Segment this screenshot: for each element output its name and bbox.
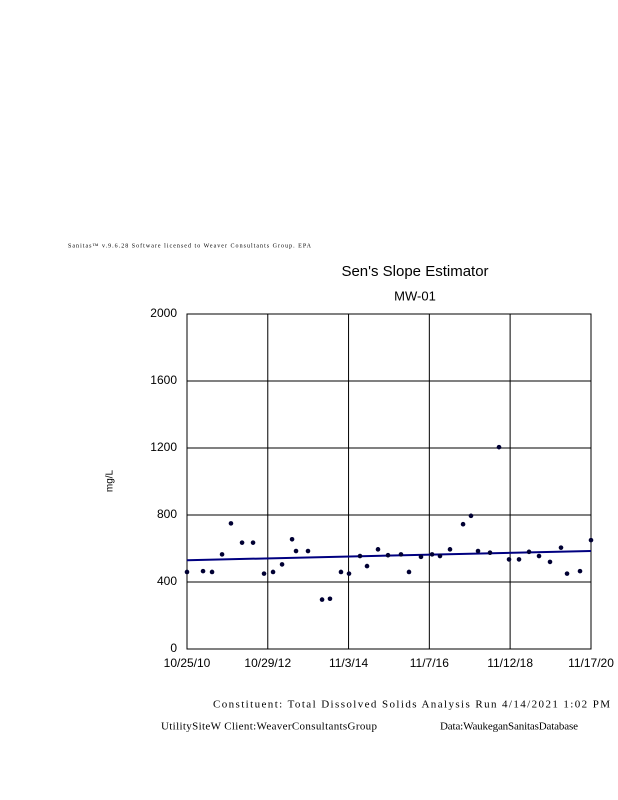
data-point bbox=[418, 554, 424, 560]
chart-title: Sen's Slope Estimator bbox=[341, 263, 488, 280]
data-point bbox=[261, 571, 267, 576]
data-point bbox=[437, 553, 443, 559]
data-point bbox=[200, 568, 206, 574]
data-point bbox=[406, 569, 412, 575]
data-point bbox=[338, 569, 344, 575]
data-point bbox=[219, 552, 225, 557]
data-point bbox=[468, 513, 474, 519]
data-point bbox=[547, 559, 553, 565]
y-tick-label: 800 bbox=[157, 507, 177, 521]
x-tick-label: 11/7/16 bbox=[410, 656, 449, 670]
x-tick-label: 11/17/20 bbox=[568, 656, 614, 670]
data-point bbox=[475, 548, 481, 554]
data-point bbox=[346, 571, 352, 576]
data-point bbox=[250, 540, 256, 545]
data-point bbox=[429, 552, 435, 557]
data-point bbox=[289, 536, 295, 542]
data-point bbox=[447, 547, 453, 552]
data-point bbox=[588, 537, 594, 543]
data-point bbox=[487, 550, 493, 555]
data-point bbox=[506, 557, 512, 562]
data-point bbox=[398, 552, 404, 557]
y-tick-label: 2000 bbox=[150, 306, 177, 320]
header-note: Sanitas™ v.9.6.28 Software licensed to W… bbox=[68, 242, 312, 249]
data-point bbox=[375, 547, 381, 552]
data-point bbox=[319, 597, 325, 602]
y-tick-label: 0 bbox=[170, 641, 177, 655]
y-tick-label: 1600 bbox=[150, 373, 177, 387]
footer-line: Constituent: Total Dissolved Solids Anal… bbox=[213, 699, 610, 711]
data-point bbox=[460, 521, 466, 527]
data-point bbox=[558, 545, 564, 550]
data-point bbox=[536, 553, 542, 559]
data-point bbox=[279, 562, 285, 567]
y-axis-label: mg/L bbox=[105, 469, 116, 492]
data-point bbox=[526, 549, 532, 555]
data-point bbox=[184, 569, 190, 575]
data-point bbox=[385, 552, 391, 558]
y-tick-label: 400 bbox=[157, 574, 177, 588]
data-point bbox=[228, 521, 234, 526]
x-tick-label: 10/25/10 bbox=[164, 656, 211, 670]
y-tick-label: 1200 bbox=[150, 440, 177, 454]
plot-frame bbox=[186, 313, 592, 650]
x-tick-label: 10/29/12 bbox=[244, 656, 291, 670]
data-point bbox=[357, 553, 363, 559]
data-point bbox=[364, 563, 370, 569]
data-point bbox=[293, 548, 299, 554]
footer-line: Data:WaukeganSanitasDatabase bbox=[440, 721, 578, 733]
data-point bbox=[239, 540, 245, 545]
data-point bbox=[305, 548, 311, 554]
data-point bbox=[564, 571, 570, 576]
footer-line: UtilitySiteW Client:WeaverConsultantsGro… bbox=[161, 721, 378, 733]
chart-subtitle: MW-01 bbox=[394, 288, 436, 303]
data-point bbox=[516, 557, 522, 562]
x-tick-label: 11/3/14 bbox=[329, 656, 368, 670]
data-point bbox=[209, 569, 215, 575]
data-point bbox=[327, 596, 333, 602]
data-point bbox=[270, 569, 276, 575]
data-point bbox=[577, 568, 583, 574]
x-tick-label: 11/12/18 bbox=[487, 656, 533, 670]
data-point bbox=[496, 444, 502, 450]
